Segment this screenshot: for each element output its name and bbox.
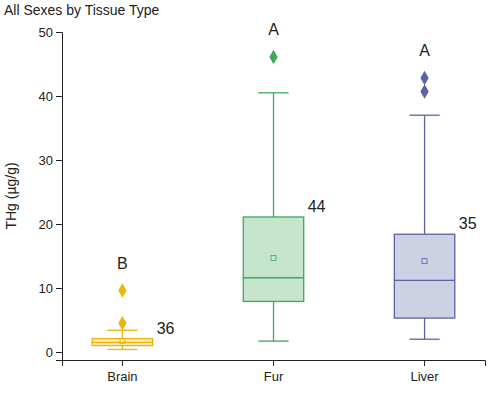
- mean: [271, 255, 276, 260]
- y-tick: 0: [46, 345, 62, 360]
- x-axis: Brain Fur Liver: [63, 360, 486, 384]
- x-tick-mark: [122, 360, 123, 366]
- y-tick-label: 10: [39, 281, 53, 296]
- whisker-upper: [122, 330, 123, 338]
- x-tick: Fur: [264, 360, 284, 384]
- whisker-lower: [273, 301, 274, 341]
- whisker-cap-upper: [258, 92, 288, 93]
- whisker-upper: [424, 115, 425, 234]
- mean: [422, 259, 427, 264]
- group-letter: B: [117, 255, 128, 272]
- y-tick: 50: [39, 25, 62, 40]
- annotations: 36 B 44 A 35 A: [117, 21, 477, 337]
- box: [394, 234, 454, 318]
- y-tick: 30: [39, 153, 62, 168]
- outlier: [118, 316, 126, 330]
- box: [92, 339, 152, 346]
- whisker-lower: [424, 318, 425, 339]
- group-letter: A: [419, 42, 430, 59]
- x-tick: Brain: [107, 360, 137, 384]
- x-tick-label: Fur: [264, 369, 284, 384]
- x-tick-mark: [273, 360, 274, 366]
- whisker-cap-lower: [258, 340, 288, 341]
- box-group: [243, 50, 303, 341]
- median: [92, 342, 152, 343]
- y-tick-mark: [56, 32, 62, 33]
- y-tick: 10: [39, 281, 62, 296]
- y-tick-label: 50: [39, 25, 53, 40]
- box-group: [92, 283, 152, 349]
- y-tick-label: 40: [39, 89, 53, 104]
- x-tick-label: Liver: [410, 369, 439, 384]
- whisker-upper: [273, 93, 274, 217]
- x-tick-mark: [424, 360, 425, 366]
- y-tick-mark: [56, 96, 62, 97]
- outlier: [420, 84, 428, 98]
- group-letter: A: [268, 21, 279, 38]
- y-tick-mark: [56, 224, 62, 225]
- x-axis-line: [63, 361, 486, 367]
- n-label: 35: [459, 215, 477, 232]
- mean: [120, 339, 125, 344]
- y-tick-label: 0: [46, 345, 53, 360]
- chart: All Sexes by Tissue Type THg (µg/g) 0 10 20 3…: [0, 0, 500, 409]
- whisker-cap-upper: [409, 115, 439, 116]
- n-label: 36: [157, 320, 175, 337]
- outlier: [118, 283, 126, 297]
- whisker-cap-lower: [107, 349, 137, 350]
- y-tick-mark: [56, 160, 62, 161]
- plot-area: [92, 50, 455, 350]
- median: [243, 277, 303, 278]
- x-tick-label: Brain: [107, 369, 137, 384]
- y-axis-line: [56, 33, 63, 361]
- outlier: [269, 50, 277, 64]
- outlier: [420, 71, 428, 85]
- y-tick: 20: [39, 217, 62, 232]
- median: [394, 280, 454, 281]
- n-label: 44: [308, 198, 326, 215]
- y-tick: 40: [39, 89, 62, 104]
- y-axis-title: THg (µg/g): [3, 162, 19, 229]
- title: All Sexes by Tissue Type: [4, 2, 160, 18]
- y-tick-label: 20: [39, 217, 53, 232]
- whisker-cap-lower: [409, 339, 439, 340]
- x-tick: Liver: [410, 360, 439, 384]
- box-group: [394, 71, 454, 339]
- y-tick-mark: [56, 288, 62, 289]
- y-tick-mark: [56, 352, 62, 353]
- y-axis: 0 10 20 30 40 50: [39, 25, 63, 361]
- y-tick-label: 30: [39, 153, 53, 168]
- box: [243, 217, 303, 301]
